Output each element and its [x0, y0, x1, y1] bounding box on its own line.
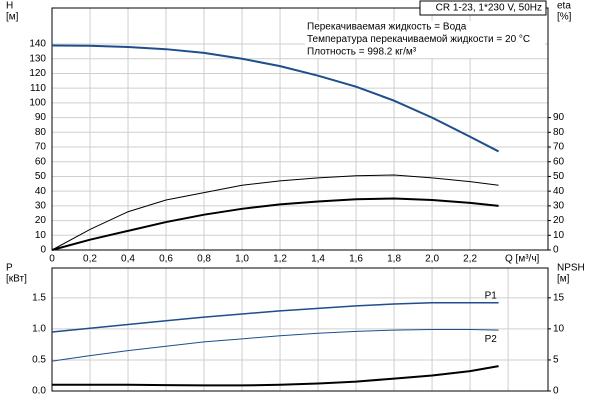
line-series — [51, 197, 499, 251]
y2-tick-label: 40 — [553, 186, 565, 197]
y2-tick-label: 30 — [553, 201, 565, 212]
x-tick-label: 0,2 — [83, 254, 97, 265]
x-tick-label: 1,0 — [235, 254, 249, 265]
y-tick-label: 120 — [29, 68, 46, 79]
annotation: Температура перекачиваемой жидкости = 20… — [307, 34, 530, 45]
x-tick-label: 0 — [49, 254, 55, 265]
y-tick-label: 70 — [35, 142, 47, 153]
x-tick-label: 1,6 — [349, 254, 363, 265]
y2-tick-label: 0 — [553, 386, 559, 397]
annotation-bg — [305, 46, 545, 58]
series-label: P1 — [485, 290, 498, 301]
y-axis-label: P — [6, 263, 13, 274]
y-tick-label: 1.5 — [32, 292, 46, 303]
y2-tick-label: 15 — [553, 292, 565, 303]
y-tick-label: 1.0 — [32, 324, 46, 335]
chart-title: CR 1-23, 1*230 V, 50Hz — [436, 3, 542, 14]
y-tick-label: 100 — [29, 98, 46, 109]
y-tick-label: 10 — [35, 230, 47, 241]
y-tick-label: 110 — [30, 83, 46, 94]
y2-tick-label: 10 — [553, 230, 565, 241]
y2-axis-label: NPSH — [557, 263, 585, 274]
x-tick-label: 2,2 — [463, 254, 477, 265]
y-axis-label: [м] — [6, 12, 19, 23]
x-tick-label: 0,6 — [159, 254, 173, 265]
y2-tick-label: 0 — [553, 245, 559, 256]
line-series — [51, 302, 499, 333]
x-axis-label: Q [м³/ч] — [505, 254, 540, 265]
plot-frame — [51, 267, 549, 392]
y2-axis-label: [м] — [557, 274, 570, 285]
y-tick-label: 130 — [29, 53, 46, 64]
annotation-bg — [305, 33, 545, 46]
annotation: Перекачиваемая жидкость = Вода — [307, 22, 467, 33]
line-series — [51, 329, 499, 362]
annotation-bg — [305, 21, 545, 33]
line-series — [52, 365, 499, 387]
y-tick-label: 90 — [35, 112, 47, 123]
y-tick-label: 140 — [29, 39, 46, 50]
x-tick-label: 1,2 — [273, 254, 287, 265]
y2-tick-label: 20 — [553, 215, 565, 226]
x-tick-label: 1,8 — [387, 254, 401, 265]
y-tick-label: 0 — [40, 245, 46, 256]
y2-tick-label: 5 — [553, 355, 559, 366]
line-series — [51, 44, 500, 153]
x-tick-label: 2,0 — [425, 254, 439, 265]
plot-frame — [51, 7, 549, 251]
series-label: P2 — [485, 334, 498, 345]
y-tick-label: 60 — [35, 156, 47, 167]
y-tick-label: 40 — [35, 186, 47, 197]
x-tick-label: 0,8 — [197, 254, 211, 265]
x-tick-label: 0,4 — [121, 254, 135, 265]
y2-tick-label: 80 — [553, 127, 565, 138]
y-axis-label: [кВт] — [6, 274, 27, 285]
line-series — [51, 174, 499, 251]
y-tick-label: 0.0 — [32, 386, 46, 397]
y2-tick-label: 90 — [553, 112, 565, 123]
y-tick-label: 50 — [35, 171, 47, 182]
y2-tick-label: 50 — [553, 171, 565, 182]
y2-tick-label: 60 — [553, 156, 565, 167]
y2-axis-label: [%] — [557, 12, 572, 23]
y-tick-label: 20 — [35, 215, 47, 226]
y-axis-label: H — [6, 1, 13, 12]
y-tick-label: 30 — [35, 201, 47, 212]
y2-tick-label: 10 — [553, 324, 565, 335]
y-tick-label: 0.5 — [32, 355, 46, 366]
x-tick-label: 1,4 — [311, 254, 325, 265]
title-box — [419, 0, 547, 16]
annotation: Плотность = 998.2 кг/м³ — [307, 47, 417, 58]
y2-axis-label: eta — [557, 1, 571, 12]
y2-tick-label: 70 — [553, 142, 565, 153]
y-tick-label: 80 — [35, 127, 47, 138]
